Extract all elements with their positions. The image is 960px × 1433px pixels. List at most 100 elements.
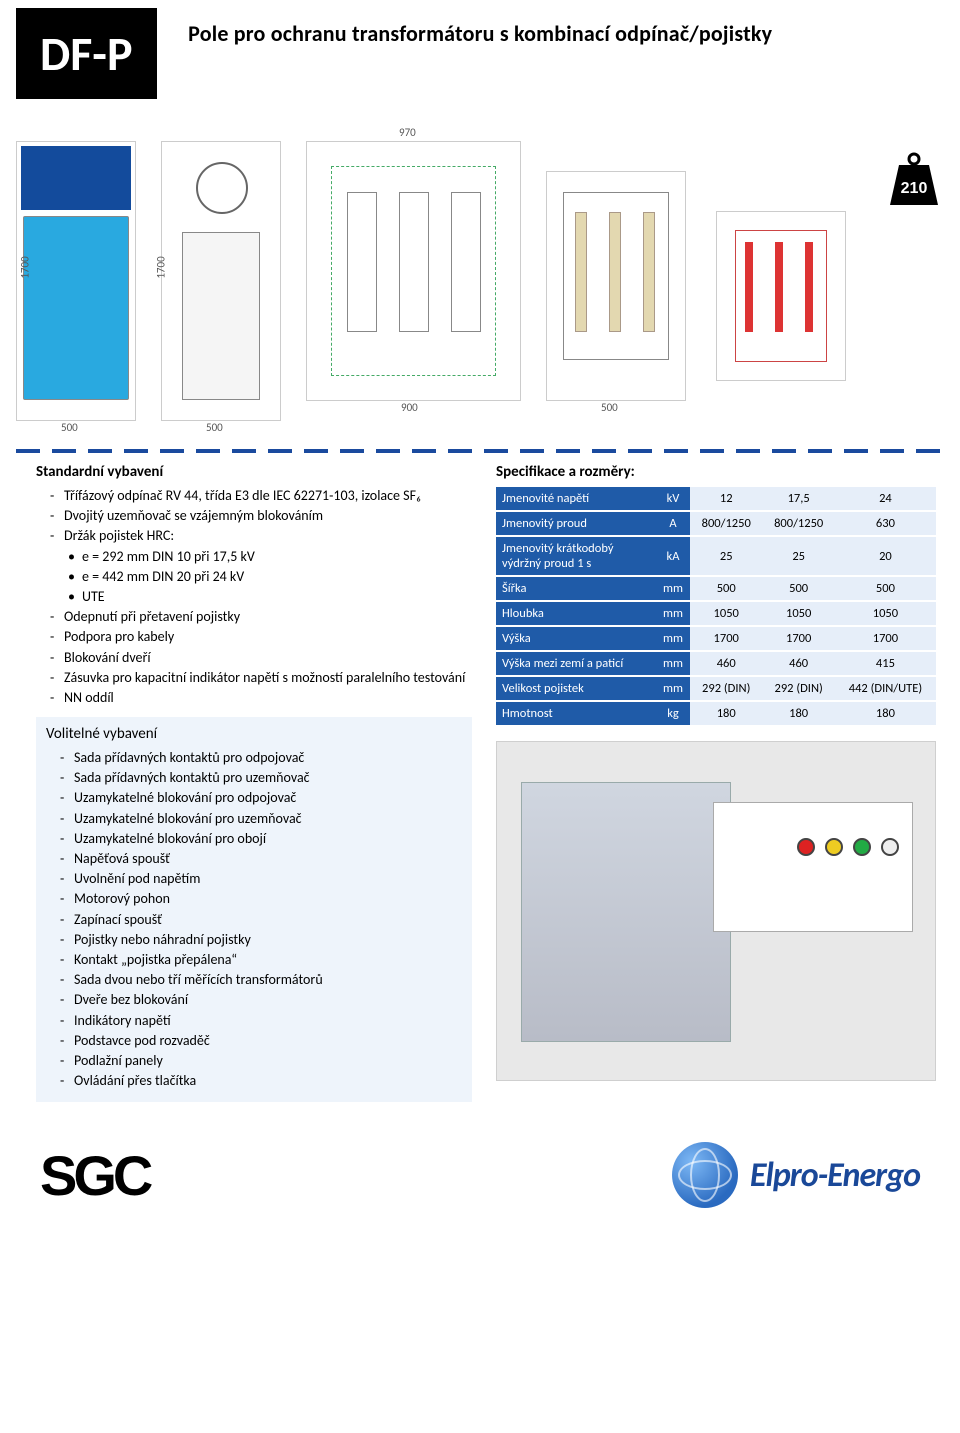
globe-icon bbox=[672, 1142, 738, 1208]
row-value: 415 bbox=[835, 651, 936, 676]
table-row: Hmotnostkg180180180 bbox=[496, 701, 936, 726]
row-label: Jmenovité napětí bbox=[496, 487, 656, 511]
table-row: Velikost pojistekmm292 (DIN)292 (DIN)442… bbox=[496, 676, 936, 701]
logo-sgc: SGC bbox=[40, 1143, 161, 1208]
table-row: Šířkamm500500500 bbox=[496, 576, 936, 601]
row-value: 20 bbox=[835, 536, 936, 576]
hrc-sublist: e = 292 mm DIN 10 při 17,5 kV e = 442 mm… bbox=[36, 548, 472, 607]
row-unit: A bbox=[656, 511, 690, 536]
footer: SGC Elpro-Energo bbox=[0, 1118, 960, 1240]
drawing-isolator: 500 bbox=[546, 171, 686, 401]
dim-top: 970 bbox=[399, 126, 416, 139]
drawing-busbar bbox=[716, 211, 846, 381]
row-value: 1050 bbox=[690, 601, 762, 626]
row-label: Výška mezi zemí a paticí bbox=[496, 651, 656, 676]
row-unit: mm bbox=[656, 576, 690, 601]
row-value: 180 bbox=[835, 701, 936, 726]
table-row: Výška mezi zemí a paticímm460460415 bbox=[496, 651, 936, 676]
list-item: e = 442 mm DIN 20 při 24 kV bbox=[68, 568, 472, 586]
dim-b2: 500 bbox=[206, 421, 223, 434]
dim-b1: 500 bbox=[61, 421, 78, 434]
list-item: Odepnutí při přetavení pojistky bbox=[50, 608, 472, 626]
row-label: Velikost pojistek bbox=[496, 676, 656, 701]
row-value: 460 bbox=[762, 651, 834, 676]
list-item: Zapínací spoušť bbox=[60, 911, 462, 929]
table-row: Jmenovité napětíkV1217,524 bbox=[496, 487, 936, 511]
drawing-plan: 970 900 bbox=[306, 141, 521, 401]
row-value: 25 bbox=[690, 536, 762, 576]
row-value: 1700 bbox=[835, 626, 936, 651]
table-row: Jmenovitý proudA800/1250800/1250630 bbox=[496, 511, 936, 536]
row-label: Jmenovitý krátkodobý výdržný proud 1 s bbox=[496, 536, 656, 576]
left-column: Standardní vybavení Třífázový odpínač RV… bbox=[36, 463, 472, 1102]
standard-heading: Standardní vybavení bbox=[36, 463, 472, 481]
panel-button-green bbox=[853, 838, 871, 856]
panel-button-yellow bbox=[825, 838, 843, 856]
list-item: Podpora pro kabely bbox=[50, 628, 472, 646]
list-item: Motorový pohon bbox=[60, 890, 462, 908]
list-item: Držák pojistek HRC: bbox=[50, 527, 472, 545]
section-divider bbox=[16, 449, 944, 453]
list-item: Pojistky nebo náhradní pojistky bbox=[60, 931, 462, 949]
standard-list: Třífázový odpínač RV 44, třída E3 dle IE… bbox=[36, 487, 472, 546]
row-label: Hloubka bbox=[496, 601, 656, 626]
list-item: Indikátory napětí bbox=[60, 1012, 462, 1030]
row-unit: mm bbox=[656, 651, 690, 676]
list-item: UTE bbox=[68, 588, 472, 606]
panel-button-red bbox=[797, 838, 815, 856]
row-value: 460 bbox=[690, 651, 762, 676]
row-value: 12 bbox=[690, 487, 762, 511]
row-label: Výška bbox=[496, 626, 656, 651]
row-value: 25 bbox=[762, 536, 834, 576]
row-unit: mm bbox=[656, 601, 690, 626]
row-value: 24 bbox=[835, 487, 936, 511]
optional-list: Sada přídavných kontaktů pro odpojovačSa… bbox=[46, 749, 462, 1090]
row-value: 442 (DIN/UTE) bbox=[835, 676, 936, 701]
optional-box: Volitelné vybavení Sada přídavných konta… bbox=[36, 717, 472, 1102]
row-value: 1700 bbox=[762, 626, 834, 651]
panel-button-white bbox=[881, 838, 899, 856]
list-item: Uzamykatelné blokování pro uzemňovač bbox=[60, 810, 462, 828]
row-value: 800/1250 bbox=[690, 511, 762, 536]
weight-icon: 210 bbox=[884, 151, 944, 211]
row-value: 1050 bbox=[835, 601, 936, 626]
row-value: 180 bbox=[762, 701, 834, 726]
dim-b4: 500 bbox=[601, 401, 618, 414]
logo-elpro-energo: Elpro-Energo bbox=[672, 1142, 920, 1208]
row-value: 500 bbox=[690, 576, 762, 601]
optional-heading: Volitelné vybavení bbox=[46, 725, 462, 743]
spec-table: Jmenovité napětíkV1217,524Jmenovitý prou… bbox=[496, 487, 936, 727]
drawing-side: 500 bbox=[161, 141, 281, 421]
list-item: Třífázový odpínač RV 44, třída E3 dle IE… bbox=[50, 487, 472, 505]
row-value: 630 bbox=[835, 511, 936, 536]
row-value: 500 bbox=[762, 576, 834, 601]
list-item: Zásuvka pro kapacitní indikátor napětí s… bbox=[50, 669, 472, 687]
logo-elpro-text: Elpro-Energo bbox=[750, 1155, 920, 1196]
row-value: 292 (DIN) bbox=[690, 676, 762, 701]
dim-b3: 900 bbox=[401, 401, 418, 414]
row-value: 500 bbox=[835, 576, 936, 601]
model-tag: DF-P bbox=[16, 8, 157, 99]
equipment-photo bbox=[496, 741, 936, 1081]
list-item: Dveře bez blokování bbox=[60, 991, 462, 1009]
page-title: Pole pro ochranu transformátoru s kombin… bbox=[188, 20, 772, 47]
list-item: NN oddíl bbox=[50, 689, 472, 707]
dim-v2: 1700 bbox=[155, 256, 168, 278]
drawings-strip: 500 1700 500 1700 970 900 500 210 bbox=[16, 111, 944, 441]
row-label: Jmenovitý proud bbox=[496, 511, 656, 536]
row-unit: mm bbox=[656, 626, 690, 651]
list-item: Ovládání přes tlačítka bbox=[60, 1072, 462, 1090]
list-item: Dvojitý uzemňovač se vzájemným blokování… bbox=[50, 507, 472, 525]
list-item: Sada přídavných kontaktů pro uzemňovač bbox=[60, 769, 462, 787]
row-value: 1050 bbox=[762, 601, 834, 626]
table-row: Hloubkamm105010501050 bbox=[496, 601, 936, 626]
table-row: Jmenovitý krátkodobý výdržný proud 1 skA… bbox=[496, 536, 936, 576]
list-item: Blokování dveří bbox=[50, 649, 472, 667]
row-value: 800/1250 bbox=[762, 511, 834, 536]
row-label: Hmotnost bbox=[496, 701, 656, 726]
spec-heading: Specifikace a rozměry: bbox=[496, 463, 936, 481]
right-column: Specifikace a rozměry: Jmenovité napětík… bbox=[496, 463, 936, 1102]
row-value: 292 (DIN) bbox=[762, 676, 834, 701]
row-unit: kg bbox=[656, 701, 690, 726]
list-item: Podstavce pod rozvaděč bbox=[60, 1032, 462, 1050]
